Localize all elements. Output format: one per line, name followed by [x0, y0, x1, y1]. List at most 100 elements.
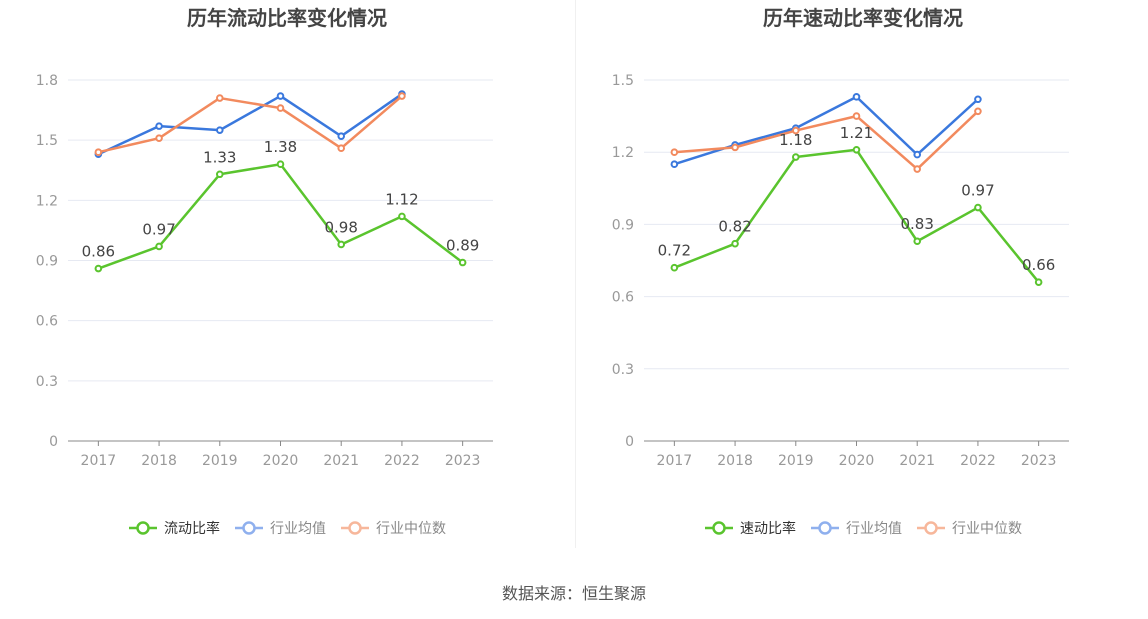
chart-panel-quick-ratio: 0 0.3 0.6 0.9 1.2 1.5 2017 2018 2019 2020 2021 2022…	[576, 0, 1148, 560]
panel-divider	[575, 0, 576, 548]
y-tick-label: 0.3	[612, 362, 634, 378]
y-tick-label: 0.6	[36, 314, 58, 330]
data-point	[94, 264, 103, 273]
data-point	[852, 93, 861, 101]
x-tick-label: 2023	[1021, 453, 1057, 469]
data-point	[398, 92, 406, 100]
x-tick-label: 2018	[141, 453, 177, 469]
data-label: 0.86	[82, 243, 115, 261]
data-label: 0.97	[961, 182, 994, 200]
data-label: 0.98	[325, 218, 358, 236]
x-tick-label: 2018	[717, 453, 753, 469]
x-tick-label: 2021	[323, 453, 359, 469]
data-point	[94, 148, 103, 156]
legend-label: 行业中位数	[952, 521, 1022, 537]
data-point	[913, 237, 922, 246]
y-tick-label: 0.3	[36, 374, 58, 390]
data-point	[276, 92, 285, 100]
data-label: 1.33	[203, 148, 236, 166]
x-tick-label: 2022	[960, 453, 996, 469]
legend-swatch-icon	[917, 521, 945, 535]
legend-swatch-icon	[235, 521, 263, 535]
legend-item[interactable]: 行业中位数	[916, 518, 1022, 538]
data-label: 0.72	[658, 242, 691, 260]
series-line	[97, 162, 464, 270]
y-tick-label: 1.8	[36, 73, 58, 89]
data-point	[670, 160, 679, 169]
data-point	[276, 104, 285, 112]
legend-item[interactable]: 行业均值	[234, 518, 326, 538]
data-point	[337, 144, 346, 152]
data-label: 1.18	[779, 131, 812, 149]
chart-panel-current-ratio: 0 0.3 0.6 0.9 1.2 1.5 1.8 2017 2018 2019 2020 2021 2…	[0, 0, 574, 560]
legend-label: 行业均值	[846, 521, 902, 537]
data-label: 0.83	[901, 215, 934, 233]
legend-item[interactable]: 速动比率	[704, 518, 796, 538]
data-label: 0.89	[446, 237, 479, 255]
data-point	[398, 212, 406, 221]
data-point	[276, 160, 285, 169]
x-tick-label: 2021	[899, 453, 935, 469]
series-line	[674, 110, 979, 171]
chart-current-ratio: 0 0.3 0.6 0.9 1.2 1.5 1.8 2017 2018 2019 2020 2021 2…	[36, 73, 493, 469]
data-point	[155, 242, 163, 251]
legend-item[interactable]: 行业均值	[810, 518, 902, 538]
data-point	[155, 122, 163, 130]
data-point	[974, 107, 982, 116]
legend-swatch-icon	[129, 521, 157, 535]
y-tick-label: 1.2	[36, 193, 58, 209]
chart-legend: 流动比率 行业均值 行业中位数	[0, 518, 574, 538]
x-tick-label: 2019	[202, 453, 238, 469]
x-tick-label: 2022	[384, 453, 420, 469]
data-label: 0.97	[142, 220, 175, 238]
data-point	[155, 134, 163, 142]
chart-legend: 速动比率 行业均值 行业中位数	[576, 518, 1148, 538]
data-point	[670, 148, 679, 156]
y-tick-label: 0.6	[612, 290, 634, 306]
data-point	[852, 112, 861, 120]
data-point	[1034, 278, 1043, 286]
data-point	[215, 94, 224, 102]
legend-label: 流动比率	[164, 521, 220, 537]
y-tick-label: 1.2	[612, 145, 634, 161]
data-point	[337, 132, 346, 140]
y-tick-label: 0	[49, 434, 58, 450]
series-line	[98, 95, 403, 154]
y-tick-label: 0.9	[612, 217, 634, 233]
data-point	[791, 126, 800, 135]
legend-item[interactable]: 行业中位数	[340, 518, 446, 538]
x-tick-label: 2017	[657, 453, 693, 469]
y-tick-label: 1.5	[612, 73, 634, 89]
legend-swatch-icon	[811, 521, 839, 535]
series-line	[97, 93, 403, 156]
legend-label: 行业均值	[270, 521, 326, 537]
x-tick-label: 2017	[81, 453, 117, 469]
data-point	[913, 150, 922, 159]
legend-swatch-icon	[705, 521, 733, 535]
x-tick-label: 2023	[445, 453, 481, 469]
chart-title: 历年速动比率变化情况	[763, 6, 963, 30]
data-source-note: 数据来源：恒生聚源	[501, 584, 646, 603]
data-point	[337, 240, 346, 249]
data-point	[852, 145, 861, 154]
data-point	[913, 165, 922, 173]
y-tick-label: 0.9	[36, 254, 58, 270]
x-tick-label: 2019	[778, 453, 814, 469]
data-point	[215, 126, 224, 134]
data-label: 0.66	[1022, 256, 1055, 274]
data-label: 1.12	[385, 190, 418, 208]
legend-item[interactable]: 流动比率	[128, 518, 220, 538]
chart-quick-ratio: 0 0.3 0.6 0.9 1.2 1.5 2017 2018 2019 2020 2021 2022…	[612, 73, 1069, 469]
data-point	[974, 203, 982, 212]
legend-label: 速动比率	[740, 521, 796, 537]
x-tick-label: 2020	[839, 453, 875, 469]
data-label: 1.21	[840, 124, 873, 142]
data-point	[458, 258, 467, 267]
data-label: 0.82	[718, 218, 751, 236]
chart-title: 历年流动比率变化情况	[187, 6, 387, 30]
y-tick-label: 0	[625, 434, 634, 450]
data-point	[731, 143, 739, 152]
data-point	[670, 263, 679, 272]
data-point	[215, 170, 224, 179]
legend-label: 行业中位数	[376, 521, 446, 537]
